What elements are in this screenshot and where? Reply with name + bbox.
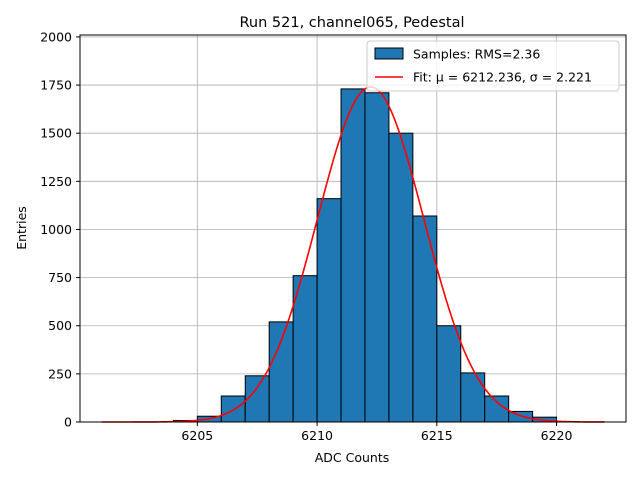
histogram-bar — [316, 198, 342, 423]
y-tick-label: 0 — [64, 415, 72, 430]
chart-title: Run 521, channel065, Pedestal — [239, 15, 464, 31]
y-axis: 0 250 500 750 1000 1250 1500 1750 2000 — [40, 29, 80, 430]
y-tick-label: 500 — [48, 318, 72, 333]
histogram-bar — [460, 372, 486, 423]
histogram-bars — [172, 88, 558, 423]
y-tick-label: 1750 — [40, 78, 72, 93]
x-tick-label: 6210 — [301, 428, 333, 443]
x-tick-label: 6205 — [181, 428, 213, 443]
fit-curve-line — [101, 86, 605, 423]
y-tick-label: 2000 — [40, 29, 72, 44]
x-axis: 6205 6210 6215 6220 — [181, 422, 573, 443]
legend-patch — [374, 47, 404, 60]
histogram-bar — [364, 92, 390, 423]
y-axis-label: Entries — [14, 206, 29, 250]
x-axis-label: ADC Counts — [315, 450, 390, 465]
y-tick-label: 1250 — [40, 174, 72, 189]
legend-label-samples: Samples: RMS=2.36 — [413, 47, 540, 62]
y-tick-label: 1500 — [40, 126, 72, 141]
plot-frame — [79, 34, 627, 423]
histogram-bar — [292, 275, 318, 423]
y-tick-label: 750 — [48, 270, 72, 285]
legend-label-fit: Fit: μ = 6212.236, σ = 2.221 — [413, 70, 592, 85]
x-tick-label: 6215 — [421, 428, 453, 443]
histogram-bar — [220, 395, 246, 423]
y-tick-label: 1000 — [40, 222, 72, 237]
legend: Samples: RMS=2.36 Fit: μ = 6212.236, σ =… — [366, 40, 620, 92]
histogram-bar — [436, 325, 462, 423]
histogram-bar — [412, 215, 438, 423]
x-tick-label: 6220 — [541, 428, 573, 443]
histogram-bar — [268, 321, 294, 423]
histogram-bar — [388, 132, 414, 423]
fit-curve — [101, 86, 605, 423]
legend-box — [366, 40, 620, 92]
histogram-bar — [244, 375, 270, 423]
histogram-bar — [340, 88, 366, 423]
y-tick-label: 250 — [48, 366, 72, 381]
